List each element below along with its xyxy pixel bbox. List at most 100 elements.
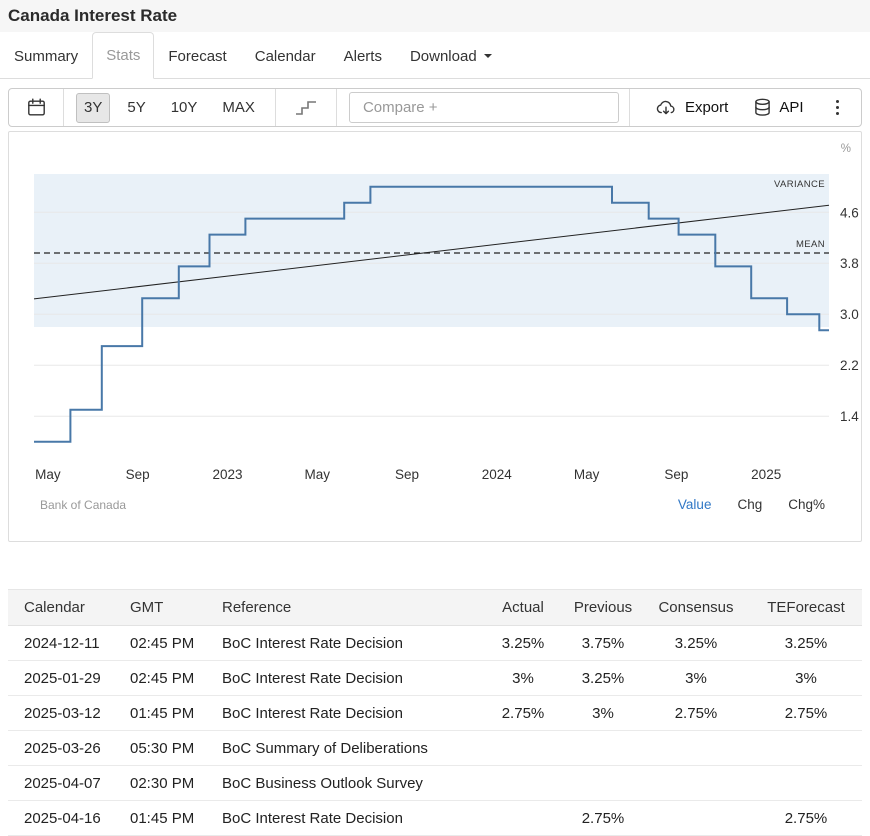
more-menu-button[interactable] — [830, 96, 846, 120]
variance-band — [34, 174, 829, 327]
tab-alerts[interactable]: Alerts — [343, 47, 382, 65]
table-cell — [642, 800, 750, 836]
table-cell — [642, 730, 750, 766]
range-max-button[interactable]: MAX — [222, 98, 255, 116]
table-cell: 3% — [564, 695, 642, 731]
column-header-gmt: GMT — [122, 589, 214, 626]
api-label: API — [779, 99, 804, 116]
chart-toolbar: 3Y 5Y 10Y MAX Export API — [8, 88, 862, 127]
y-tick-label: 3.0 — [840, 307, 859, 322]
table-cell: 2.75% — [642, 695, 750, 731]
y-tick-label: 4.6 — [840, 205, 859, 220]
range-5y-button[interactable]: 5Y — [127, 98, 146, 116]
table-cell: 01:45 PM — [122, 695, 214, 731]
mean-label: MEAN — [796, 239, 825, 250]
unit-label: % — [841, 143, 851, 155]
table-cell: BoC Business Outlook Survey — [214, 765, 482, 801]
y-tick-label: 3.8 — [840, 256, 859, 271]
y-tick-label: 2.2 — [840, 358, 859, 373]
rate-series — [34, 185, 829, 443]
tab-stats[interactable]: Stats — [92, 32, 155, 79]
table-cell — [564, 730, 642, 766]
table-cell: 2025-03-26 — [8, 730, 122, 766]
table-cell: BoC Interest Rate Decision — [214, 695, 482, 731]
calendar-range-button[interactable] — [9, 98, 63, 117]
table-cell: 05:30 PM — [122, 730, 214, 766]
table-header: Calendar GMT Reference Actual Previous Consen… — [8, 589, 862, 626]
rate-chart[interactable]: 1.4 2.2 3.0 3.8 4.6 May Sep 2023 May Sep 2024 May Se… — [9, 140, 861, 485]
tab-summary[interactable]: Summary — [14, 47, 79, 65]
x-tick-label: Sep — [664, 467, 688, 482]
table-cell — [564, 765, 642, 801]
toolbar-divider — [628, 89, 630, 126]
table-row[interactable]: 2024-12-11 02:45 PM BoC Interest Rate Deci… — [8, 625, 862, 661]
column-header-previous: Previous — [564, 589, 642, 626]
chart-type-button[interactable] — [276, 100, 336, 116]
table-cell — [750, 765, 862, 801]
x-tick-label: May — [305, 467, 331, 482]
toolbar-divider — [63, 89, 64, 126]
x-tick-label: Sep — [126, 467, 150, 482]
table-cell: 3.25% — [482, 625, 564, 661]
table-cell: 02:45 PM — [122, 625, 214, 661]
toolbar-divider — [274, 89, 276, 126]
table-cell: BoC Summary of Deliberations — [214, 730, 482, 766]
table-cell: 2025-03-12 — [8, 695, 122, 731]
table-row[interactable]: 2025-04-07 02:30 PM BoC Business Outlook S… — [8, 765, 862, 801]
table-row[interactable]: 2025-03-12 01:45 PM BoC Interest Rate Deci… — [8, 695, 862, 731]
trend-line — [33, 204, 830, 300]
column-header-teforecast: TEForecast — [750, 589, 862, 626]
tab-download[interactable]: Download — [396, 32, 506, 79]
variance-label: VARIANCE — [774, 179, 825, 190]
mode-chg[interactable]: Chg — [737, 497, 763, 512]
x-tick-label: Sep — [395, 467, 419, 482]
x-tick-label: May — [35, 467, 61, 482]
table-cell: 2.75% — [750, 695, 862, 731]
range-10y-button[interactable]: 10Y — [170, 98, 198, 116]
step-line-icon — [295, 100, 316, 115]
export-label: Export — [684, 99, 729, 116]
mode-value[interactable]: Value — [677, 497, 712, 512]
calendar-table: Calendar GMT Reference Actual Previous Consen… — [8, 589, 862, 836]
page-title: Canada Interest Rate — [8, 6, 178, 25]
table-row[interactable]: 2025-01-29 02:45 PM BoC Interest Rate Deci… — [8, 660, 862, 696]
range-3y-button[interactable]: 3Y — [76, 92, 111, 123]
table-cell: BoC Interest Rate Decision — [214, 625, 482, 661]
export-button[interactable]: Export — [655, 99, 728, 116]
tab-forecast[interactable]: Forecast — [168, 47, 227, 65]
table-cell: 2025-01-29 — [8, 660, 122, 696]
tab-bar: Summary Stats Forecast Calendar Alerts D… — [0, 32, 870, 79]
table-cell: 3.25% — [564, 660, 642, 696]
table-cell — [482, 730, 564, 766]
title-bar: Canada Interest Rate — [0, 0, 870, 32]
x-tick-label: 2025 — [751, 467, 781, 482]
tab-download-label: Download — [409, 47, 477, 65]
table-cell: 2025-04-07 — [8, 765, 122, 801]
chart-footer: Bank of Canada Value Chg Chg% — [9, 497, 861, 512]
table-cell — [482, 800, 564, 836]
table-cell: 2.75% — [750, 800, 862, 836]
compare-input[interactable] — [348, 92, 619, 123]
mode-chg-pct[interactable]: Chg% — [788, 497, 825, 512]
database-icon — [755, 98, 771, 116]
x-tick-label: 2023 — [212, 467, 242, 482]
x-tick-label: May — [574, 467, 600, 482]
api-button[interactable]: API — [754, 98, 804, 117]
table-cell: 3.25% — [642, 625, 750, 661]
table-cell: 3.25% — [750, 625, 862, 661]
table-cell: 3.75% — [564, 625, 642, 661]
table-cell: 02:30 PM — [122, 765, 214, 801]
table-row[interactable]: 2025-04-16 01:45 PM BoC Interest Rate Deci… — [8, 800, 862, 836]
kebab-menu-icon — [835, 99, 839, 104]
column-header-actual: Actual — [482, 589, 564, 626]
toolbar-divider — [335, 89, 337, 126]
table-cell: 3% — [642, 660, 750, 696]
toolbar-right-group: Export API — [655, 96, 861, 120]
table-row[interactable]: 2025-03-26 05:30 PM BoC Summary of Deliber… — [8, 730, 862, 766]
cloud-download-icon — [656, 100, 675, 115]
chart-card: 1.4 2.2 3.0 3.8 4.6 May Sep 2023 May Sep 2024 May Se… — [8, 131, 862, 542]
table-cell — [642, 765, 750, 801]
chart-mode-switch: Value Chg Chg% — [678, 497, 825, 512]
tab-calendar[interactable]: Calendar — [254, 47, 316, 65]
y-tick-label: 1.4 — [840, 409, 859, 424]
